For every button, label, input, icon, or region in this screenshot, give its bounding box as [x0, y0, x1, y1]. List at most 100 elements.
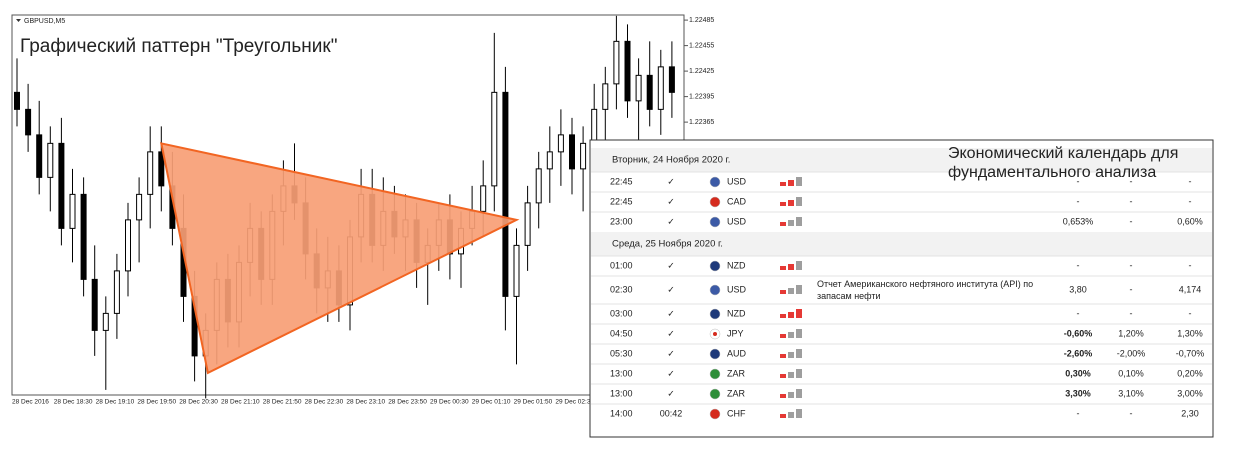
actual: 3,30% [1065, 388, 1091, 398]
day-header-bg [591, 232, 1212, 256]
forecast: 1,20% [1118, 328, 1144, 338]
previous: - [1189, 176, 1192, 186]
flag [709, 216, 721, 228]
forecast: - [1130, 196, 1133, 206]
candle-body [668, 66, 675, 93]
candle-body [513, 244, 520, 297]
importance-bar [796, 285, 802, 294]
day-header: Среда, 25 Ноября 2020 г. [612, 239, 723, 250]
flag [709, 260, 721, 272]
currency: JPY [727, 328, 744, 338]
importance-bar [796, 261, 802, 270]
candle-body [602, 83, 609, 110]
status: ✓ [667, 216, 675, 226]
time: 23:00 [610, 216, 633, 226]
importance-bar [780, 414, 786, 418]
candle-body [36, 134, 43, 178]
importance-bar [788, 352, 794, 358]
x-tick-label: 29 Dec 01:10 [472, 399, 511, 406]
candle-body [25, 108, 32, 136]
actual: -2,60% [1064, 348, 1093, 358]
previous: 2,30 [1181, 408, 1199, 418]
importance-bar [780, 290, 786, 294]
candle-body [591, 108, 598, 144]
importance-bar [788, 332, 794, 338]
candle-body [546, 151, 553, 170]
candle-body [80, 193, 87, 280]
time: 04:50 [610, 328, 633, 338]
importance-bar [780, 182, 786, 186]
time: 13:00 [610, 388, 633, 398]
actual: -0,60% [1064, 328, 1093, 338]
candle-body [136, 193, 143, 221]
importance-bar [796, 177, 802, 186]
importance-bar [788, 312, 794, 318]
flag [709, 388, 721, 400]
candle-body [47, 142, 54, 178]
x-tick-label: 28 Dec 19:50 [137, 399, 176, 406]
forecast: 3,10% [1118, 388, 1144, 398]
importance-bar [788, 412, 794, 418]
importance-bar [788, 180, 794, 186]
candle-body [524, 202, 531, 246]
y-tick-label: 1.22395 [689, 93, 714, 100]
forecast: - [1130, 308, 1133, 318]
currency: AUD [727, 348, 747, 358]
importance-bar [796, 329, 802, 338]
previous: 0,60% [1177, 216, 1203, 226]
candle-body [102, 312, 109, 331]
importance-bar [788, 264, 794, 270]
importance-bar [788, 220, 794, 226]
menu-arrow [16, 19, 21, 22]
candle-body [657, 66, 664, 110]
currency: CHF [727, 408, 746, 418]
previous: - [1189, 196, 1192, 206]
importance-bar [780, 314, 786, 318]
status: ✓ [667, 196, 675, 206]
event-line: Отчет Американского нефтяного института … [817, 279, 1033, 289]
event: Отчет Американского нефтяного института … [817, 279, 1033, 301]
actual: 3,80 [1069, 284, 1087, 294]
candle-body [613, 40, 620, 85]
candle-body [535, 168, 542, 204]
importance-bar [788, 200, 794, 206]
actual: 0,653% [1063, 216, 1094, 226]
x-tick-label: 29 Dec 00:30 [430, 399, 469, 406]
flag [709, 176, 721, 188]
importance-bar [788, 392, 794, 398]
candle-body [91, 278, 98, 331]
y-tick-label: 1.22485 [689, 17, 714, 24]
importance-bar [780, 222, 786, 226]
currency: ZAR [727, 388, 746, 398]
event-line: запасам нефти [817, 291, 881, 301]
candle-body [646, 74, 653, 110]
caption-line: фундаментального анализа [948, 164, 1156, 181]
x-tick-label: 28 Dec 21:10 [221, 399, 260, 406]
candle-body [125, 219, 131, 272]
x-tick-label: 28 Dec 2016 [12, 399, 49, 406]
forecast: - [1130, 260, 1133, 270]
status: ✓ [667, 260, 675, 270]
candle-body [580, 142, 587, 170]
time: 03:00 [610, 308, 633, 318]
calendar: Вторник, 24 Ноября 2020 г. 22:45 ✓ USD - - - 22… [589, 139, 1214, 438]
previous: - [1189, 308, 1192, 318]
x-tick-label: 28 Dec 23:50 [388, 399, 427, 406]
importance-bar [780, 394, 786, 398]
status: 00:42 [660, 408, 683, 418]
time: 22:45 [610, 196, 633, 206]
importance-bar [780, 202, 786, 206]
forecast: -2,00% [1117, 348, 1146, 358]
status: ✓ [667, 348, 675, 358]
x-tick-label: 28 Dec 18:30 [54, 399, 93, 406]
x-tick-label: 29 Dec 01:50 [514, 399, 553, 406]
currency: CAD [727, 196, 747, 206]
flag [709, 196, 721, 208]
importance-bar [780, 374, 786, 378]
actual: - [1077, 308, 1080, 318]
time: 05:30 [610, 348, 633, 358]
actual: - [1077, 408, 1080, 418]
candle-body [69, 193, 76, 229]
day-header: Вторник, 24 Ноября 2020 г. [612, 155, 730, 166]
